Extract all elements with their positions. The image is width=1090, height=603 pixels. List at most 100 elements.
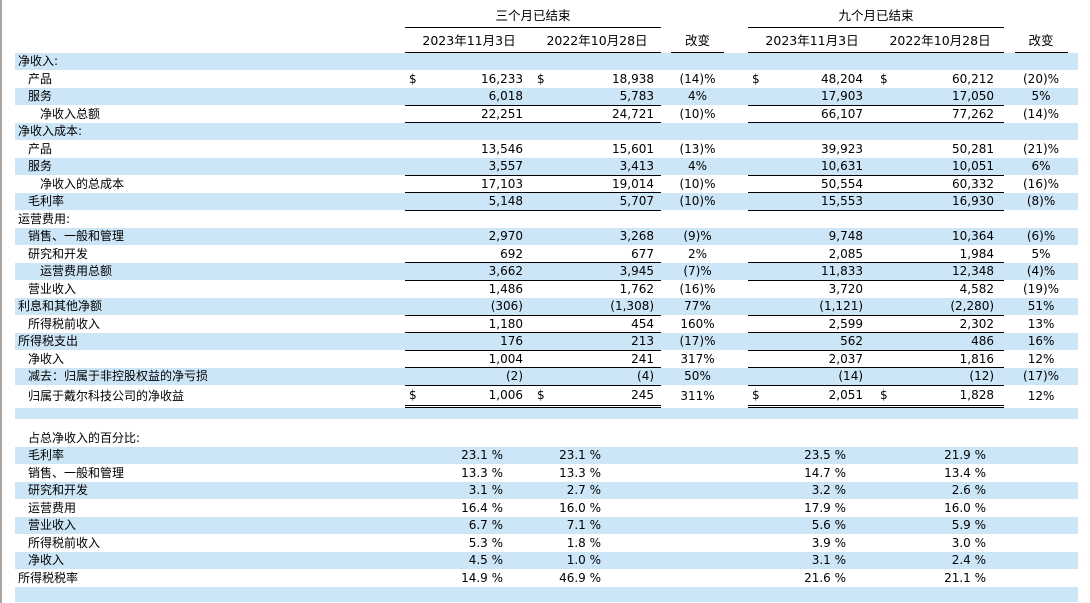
change-cell: [661, 210, 734, 228]
change-cell: [1004, 446, 1079, 464]
cell-value: 48,204: [821, 71, 864, 86]
value-cell: [876, 210, 1004, 228]
row-label: 服务: [15, 157, 405, 175]
row-label: 净收入总额: [40, 106, 101, 121]
value-cell: (1,308): [533, 297, 662, 316]
column-gap: [734, 210, 748, 228]
change-cell: [1004, 551, 1079, 569]
cell-value: 5,148: [488, 194, 523, 209]
cell-value: 241: [631, 351, 655, 366]
value-cell: 50,281: [876, 140, 1004, 158]
value-cell: 17,903: [748, 87, 877, 106]
cell-value: 10,631: [821, 159, 864, 173]
column-gap: [734, 157, 749, 175]
column-gap: [734, 87, 749, 105]
cell-value: 562: [840, 334, 864, 349]
group-header-nine-months: 九个月已结束: [748, 4, 1005, 28]
table-row: 产品 $16,233 $18,938 (14)% $48,204 $60,212 (20)%: [15, 70, 1078, 88]
change-cell: 2%: [687, 246, 708, 261]
value-cell: [405, 122, 533, 140]
value-cell: [876, 429, 1004, 447]
column-gap: [734, 569, 748, 587]
table-row: 所得税税率 14.9 % 46.9 % 21.6 % 21.1 %: [15, 569, 1078, 587]
column-gap: [734, 262, 749, 280]
row-label: 运营费用: [28, 500, 77, 515]
cell-value: (12): [969, 369, 995, 384]
cell-value: (14): [838, 369, 864, 384]
value-cell: 60,332: [876, 175, 1005, 193]
change-cell: [661, 534, 734, 552]
value-cell: 2,037: [748, 350, 877, 368]
change-cell: (21)%: [1023, 141, 1060, 156]
value-cell: 6.7 %: [405, 516, 533, 534]
cell-value: 1,828: [959, 388, 995, 402]
value-cell: 5.6 %: [748, 516, 877, 534]
change-cell: [1004, 569, 1078, 587]
value-cell: [748, 210, 876, 228]
cell-value: 2.4 %: [951, 553, 987, 568]
value-cell: 562: [748, 332, 877, 351]
table-row: 销售、一般和管理 13.3 % 13.3 % 14.7 % 13.4 %: [15, 464, 1078, 482]
spacer-cell: [734, 28, 748, 53]
value-cell: 9,748: [748, 227, 877, 245]
cell-value: 5.6 %: [811, 518, 847, 533]
change-cell: [661, 569, 734, 587]
change-cell: [1004, 52, 1079, 70]
cell-value: 21.1 %: [944, 570, 987, 585]
change-cell: (20)%: [1023, 71, 1060, 86]
column-gap: [734, 192, 749, 210]
value-cell: 13.4 %: [876, 464, 1004, 482]
value-cell: 5.3 %: [405, 534, 533, 552]
table-body: 净收入: 产品 $16,233 $18,938 (14)% $48,204 $60,212(…: [15, 52, 1079, 602]
change-cell: [1004, 499, 1078, 517]
cell-value: 3.9 %: [811, 535, 847, 550]
value-cell: 21.6 %: [748, 569, 876, 587]
cell-value: 23.1 %: [461, 448, 503, 463]
column-gap: [734, 105, 748, 123]
column-gap: [734, 175, 748, 193]
cell-value: 213: [631, 334, 655, 349]
cell-value: 3,268: [619, 229, 655, 244]
cell-value: 1,816: [959, 351, 995, 366]
cell-value: (1,121): [819, 299, 864, 313]
change-cell: (17)%: [661, 332, 735, 350]
cell-value: 15,601: [612, 141, 655, 156]
value-cell: 2.4 %: [876, 551, 1005, 569]
row-label: 运营费用总额: [15, 262, 405, 280]
value-cell: 3,945: [533, 262, 662, 281]
column-gap: [734, 429, 748, 447]
corner-cell: [15, 4, 405, 28]
value-cell: 50,554: [748, 175, 877, 193]
cell-value: (306): [490, 299, 523, 313]
value-cell: 2,085: [748, 245, 877, 263]
cell-value: 60,332: [952, 176, 995, 191]
value-cell: 13,546: [405, 140, 533, 158]
row-label: 营业收入: [28, 281, 77, 296]
change-cell: (10)%: [679, 106, 716, 121]
row-label: 营业收入: [15, 516, 405, 534]
change-cell: (16)%: [679, 281, 716, 296]
spacer-cell: [15, 406, 1079, 419]
value-cell: 46.9 %: [533, 569, 661, 587]
change-cell: 311%: [680, 388, 715, 403]
value-cell: $1,828: [876, 385, 1005, 408]
column-header-date: 2022年10月28日: [876, 27, 1005, 53]
cell-value: 13,546: [481, 141, 523, 156]
value-cell: 21.9 %: [876, 446, 1005, 464]
change-cell: [1004, 464, 1078, 482]
cell-value: 5.9 %: [951, 518, 987, 533]
cell-value: 24,721: [612, 106, 655, 121]
row-label: 净收入: [28, 351, 65, 366]
change-cell: (8)%: [1004, 192, 1079, 210]
column-gap: [734, 551, 749, 569]
row-label: 毛利率: [15, 192, 405, 210]
cell-value: 5,783: [619, 89, 655, 103]
value-cell: 21.1 %: [876, 569, 1004, 587]
cell-value: 14.9 %: [461, 570, 503, 585]
value-cell: 1,180: [405, 315, 533, 333]
change-cell: (4)%: [1004, 262, 1079, 280]
cell-value: 18,938: [612, 71, 655, 86]
value-cell: 3.2 %: [748, 481, 877, 499]
cell-value: 17,903: [821, 89, 864, 103]
